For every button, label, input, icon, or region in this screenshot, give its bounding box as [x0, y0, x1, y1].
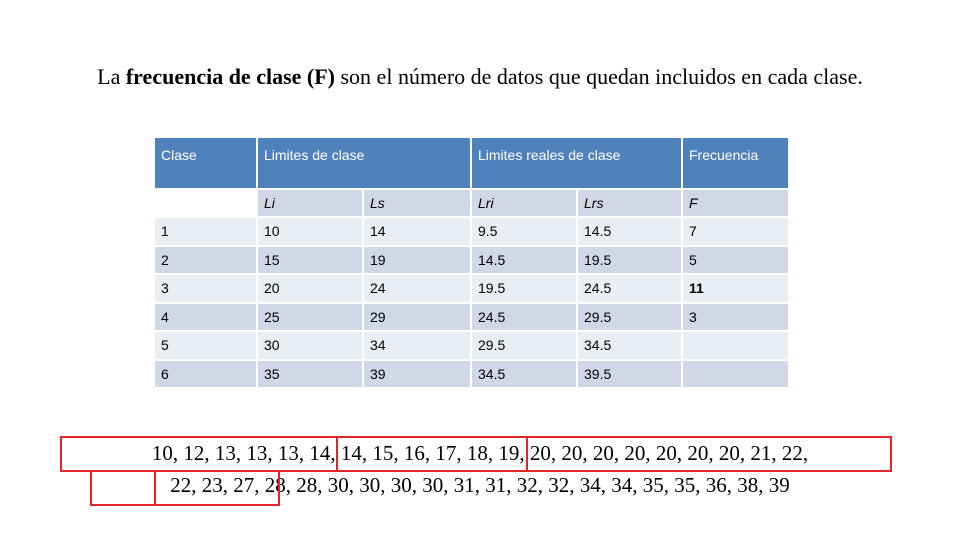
table-cell: 35 [258, 360, 362, 387]
table-cell: 1 [155, 218, 256, 245]
table-cell: 34.5 [578, 332, 681, 359]
group-box [60, 436, 338, 472]
table-cell: 4 [155, 303, 256, 330]
table-cell: 14 [364, 218, 470, 245]
header-cell: Limites reales de clase [472, 138, 681, 188]
group-box [154, 470, 280, 506]
table-cell: 24 [364, 275, 470, 302]
subheader-cell: F [683, 190, 788, 216]
empty-cell [683, 360, 788, 387]
table-cell: 29.5 [578, 303, 681, 330]
subheader-cell: Li [258, 190, 362, 216]
table-cell: 24.5 [578, 275, 681, 302]
title: La frecuencia de clase (F) son el número… [60, 62, 900, 91]
group-box [336, 436, 528, 472]
table-cell: 14.5 [472, 246, 576, 273]
empty-cell [683, 332, 788, 359]
table-cell: 34 [364, 332, 470, 359]
group-box [526, 436, 892, 472]
table-cell: 19.5 [472, 275, 576, 302]
table-cell: 30 [258, 332, 362, 359]
table-cell: 39.5 [578, 360, 681, 387]
table-cell: 5 [683, 246, 788, 273]
table-cell: 15 [258, 246, 362, 273]
table-cell: 25 [258, 303, 362, 330]
title-text: La [97, 64, 126, 89]
table-cell: 29.5 [472, 332, 576, 359]
table-cell: 11 [683, 275, 788, 302]
title-bold: frecuencia de clase (F) [125, 64, 335, 89]
table-cell: 3 [683, 303, 788, 330]
subheader-cell: Lrs [578, 190, 681, 216]
table-cell: 34.5 [472, 360, 576, 387]
table-cell: 10 [258, 218, 362, 245]
header-cell: Limites de clase [258, 138, 470, 188]
table-cell: 5 [155, 332, 256, 359]
table-cell: 19.5 [578, 246, 681, 273]
table-cell: 9.5 [472, 218, 576, 245]
table-cell: 24.5 [472, 303, 576, 330]
subheader-cell: Ls [364, 190, 470, 216]
data-line: 22, 23, 27, 28, 28, 30, 30, 30, 30, 31, … [170, 473, 790, 497]
title-text: son el número de datos que quedan inclui… [335, 64, 863, 89]
table-cell: 20 [258, 275, 362, 302]
group-box [90, 470, 156, 506]
table-cell: 6 [155, 360, 256, 387]
header-cell: Frecuencia [683, 138, 788, 188]
table-cell: 19 [364, 246, 470, 273]
table-cell: 29 [364, 303, 470, 330]
data-line: 10, 12, 13, 13, 13, 14, 14, 15, 16, 17, … [151, 441, 809, 465]
header-cell: Clase [155, 138, 256, 188]
table-cell: 39 [364, 360, 470, 387]
table-cell: 3 [155, 275, 256, 302]
table-cell: 7 [683, 218, 788, 245]
subheader-cell: Lri [472, 190, 576, 216]
table-cell: 2 [155, 246, 256, 273]
table-cell: 14.5 [578, 218, 681, 245]
